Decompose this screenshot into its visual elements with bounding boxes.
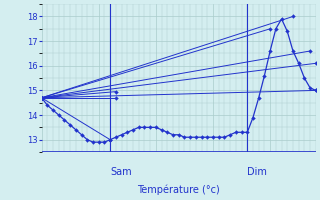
Text: Dim: Dim [247, 167, 267, 177]
Text: Sam: Sam [110, 167, 132, 177]
Text: Température (°c): Température (°c) [137, 185, 220, 195]
